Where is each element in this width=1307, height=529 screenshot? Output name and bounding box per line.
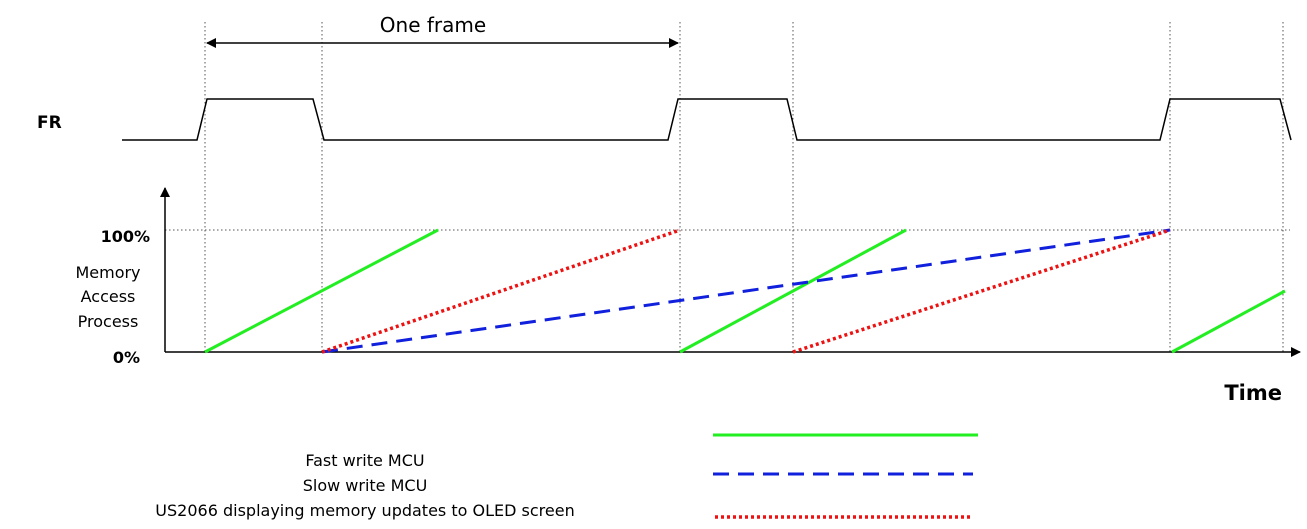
fast-write-segment — [1171, 289, 1286, 354]
fast-write-segment — [204, 228, 439, 354]
display-segment — [321, 228, 681, 354]
legend-label-slow-write: Slow write MCU — [303, 476, 428, 495]
y-label-100: 100% — [101, 227, 150, 246]
series-fast-write — [204, 228, 1286, 354]
fr-signal-label: FR — [37, 113, 62, 133]
one-frame-label: One frame — [380, 13, 486, 37]
legend: Fast write MCU Slow write MCU US2066 dis… — [155, 433, 978, 520]
legend-label-fast-write: Fast write MCU — [305, 451, 424, 470]
series-slow-write — [321, 228, 1171, 354]
fast-write-segment — [679, 228, 907, 354]
series-display-updates — [321, 228, 1171, 354]
legend-label-display: US2066 displaying memory updates to OLED… — [155, 501, 574, 520]
y-label-0: 0% — [113, 348, 140, 367]
y-axis-title-line3: Process — [78, 312, 139, 331]
x-axis-title: Time — [1224, 381, 1282, 405]
y-axis-title-line2: Access — [81, 287, 136, 306]
y-axis-title-line1: Memory — [75, 263, 140, 282]
fr-signal-waveform — [122, 98, 1292, 141]
display-segment — [792, 228, 1171, 354]
frame-markers — [204, 22, 1284, 352]
